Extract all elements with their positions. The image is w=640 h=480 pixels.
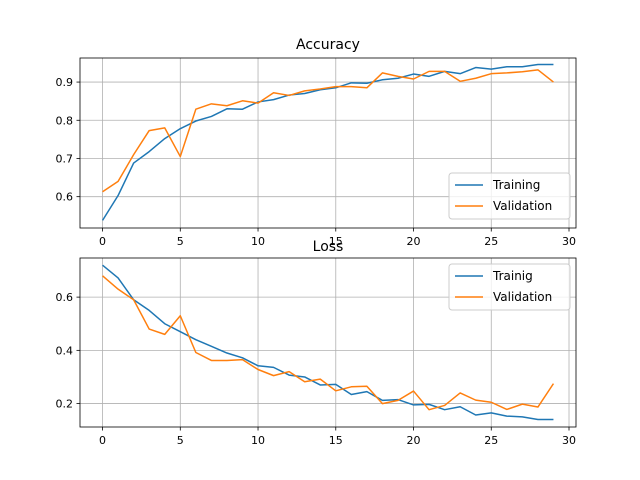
accuracy-y-tick-label: 0.6 xyxy=(56,191,74,204)
loss-y-tick-label: 0.2 xyxy=(56,398,74,411)
accuracy-x-tick-label: 0 xyxy=(99,235,106,248)
accuracy-x-tick-label: 10 xyxy=(251,235,265,248)
loss-x-tick-label: 0 xyxy=(99,434,106,447)
accuracy-x-tick-label: 5 xyxy=(177,235,184,248)
accuracy-series-training-line xyxy=(101,63,554,221)
accuracy-y-tick-label: 0.9 xyxy=(56,76,74,89)
accuracy-x-tick-label: 25 xyxy=(484,235,498,248)
accuracy-axes-frame xyxy=(79,57,577,229)
accuracy-series-validation-line xyxy=(102,69,554,193)
accuracy-y-tick-label: 0.7 xyxy=(56,152,74,165)
loss-y-tick-label: 0.6 xyxy=(56,291,74,304)
loss-x-tick-label: 20 xyxy=(407,434,421,447)
loss-x-tick-label: 10 xyxy=(251,434,265,447)
loss-title: Loss xyxy=(313,239,344,255)
accuracy-x-tick-label: 20 xyxy=(407,235,421,248)
loss-x-tick-label: 15 xyxy=(329,434,343,447)
loss-series-validation-line xyxy=(102,275,555,411)
loss-axes-frame xyxy=(79,257,577,428)
accuracy-x-tick-label: 15 xyxy=(329,235,343,248)
loss-y-tick-label: 0.4 xyxy=(56,344,74,357)
loss-subplot: Loss 0 5 10 15 20 25 30 0.2 0.4 0.6 Trainig Validat… xyxy=(56,239,577,447)
accuracy-legend-label: Validation xyxy=(493,199,552,213)
accuracy-legend-label: Training xyxy=(492,178,540,192)
accuracy-title: Accuracy xyxy=(296,37,360,53)
loss-x-tick-label: 30 xyxy=(562,434,576,447)
loss-x-tick-label: 25 xyxy=(484,434,498,447)
accuracy-y-tick-label: 0.8 xyxy=(56,114,74,127)
accuracy-subplot: Accuracy 0 5 10 15 20 25 30 0.6 0.7 0.8 0.9 Trainin… xyxy=(56,37,577,248)
loss-legend-label: Validation xyxy=(493,290,552,304)
accuracy-x-tick-label: 30 xyxy=(562,235,576,248)
loss-legend-label: Trainig xyxy=(492,269,533,283)
loss-x-tick-label: 5 xyxy=(177,434,184,447)
